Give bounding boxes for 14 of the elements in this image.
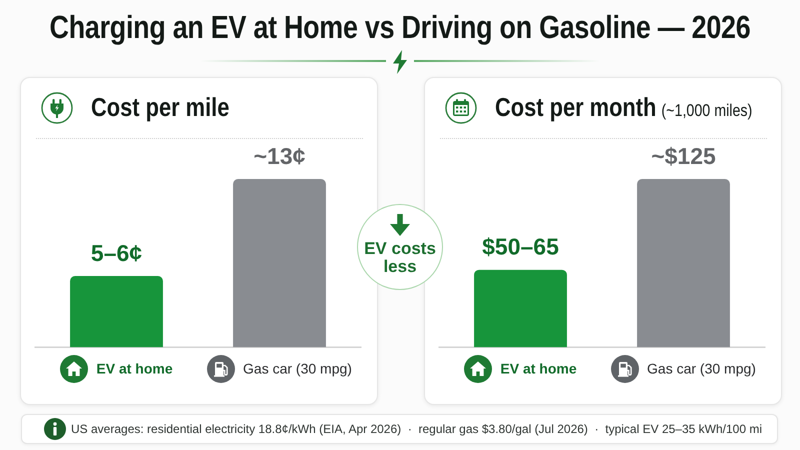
- x-tick-label: Gas car (30 mpg): [647, 360, 756, 376]
- text: EV costs less: [363, 239, 437, 276]
- chart-title: Cost per month: [495, 92, 656, 122]
- data-label: $50–65: [482, 234, 560, 260]
- chart-subtitle: (~1,000 miles): [661, 101, 752, 120]
- data-label: ~$125: [651, 142, 716, 169]
- data-label: ~13¢: [254, 142, 306, 169]
- chart-title: Cost per mile: [91, 92, 230, 122]
- x-tick-label: EV at home: [500, 360, 577, 376]
- data-label: 5–6¢: [90, 240, 142, 266]
- text: Charging an EV at Home vs Driving on Gasoline — 2026: [50, 9, 750, 46]
- x-tick-label: Gas car (30 mpg): [243, 360, 352, 376]
- x-tick-label: EV at home: [96, 360, 173, 376]
- text: US averages: residential electricity 18.8¢/kWh (EIA, Apr 2026) · regular gas $3.80/gal (Jul 2026) · typical EV 25–35 kWh/100 mi: [71, 422, 762, 436]
